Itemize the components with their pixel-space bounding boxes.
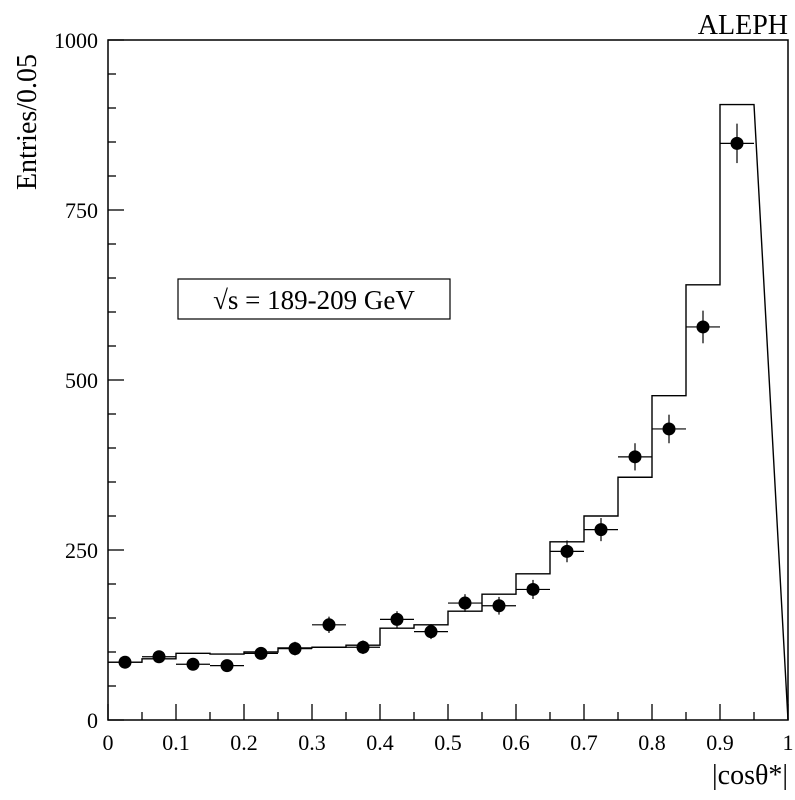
data-point <box>142 650 176 664</box>
energy-legend-box: √s = 189-209 GeV <box>177 278 451 320</box>
data-point <box>312 616 346 633</box>
data-marker <box>390 612 404 626</box>
data-marker <box>424 625 438 639</box>
histogram-step-line <box>108 103 789 721</box>
data-marker <box>186 657 200 671</box>
data-marker <box>628 450 642 464</box>
x-tick-label: 0.9 <box>706 730 734 755</box>
data-marker <box>662 422 676 436</box>
data-point <box>278 641 312 656</box>
data-point <box>380 611 414 628</box>
x-tick-label: 1 <box>783 730 794 755</box>
data-point <box>210 659 244 673</box>
y-tick-label: 1000 <box>54 28 98 53</box>
x-tick-label: 0.2 <box>230 730 258 755</box>
x-tick-label: 0.3 <box>298 730 326 755</box>
x-tick-label: 0.7 <box>570 730 598 755</box>
data-marker <box>526 582 540 596</box>
data-point <box>516 579 550 599</box>
data-point <box>720 123 754 164</box>
x-tick-label: 0.6 <box>502 730 530 755</box>
experiment-label: ALEPH <box>698 10 788 41</box>
histogram-series <box>108 103 789 721</box>
data-marker <box>492 599 506 613</box>
data-point <box>108 655 142 669</box>
data-marker <box>288 642 302 656</box>
x-axis-label: |cosθ*| <box>712 760 788 791</box>
data-point <box>550 540 584 563</box>
y-tick-label: 750 <box>65 198 98 223</box>
data-marker <box>458 596 472 610</box>
y-tick-label: 250 <box>65 538 98 563</box>
y-tick-label: 500 <box>65 368 98 393</box>
legend-frame <box>177 278 451 320</box>
y-tick-label: 0 <box>87 708 98 733</box>
legend-text: √s = 189-209 GeV <box>213 285 415 315</box>
x-axis-ticks <box>107 704 789 720</box>
data-point <box>176 657 210 671</box>
data-points-series <box>108 123 754 673</box>
data-point <box>414 624 448 640</box>
x-tick-label: 0.5 <box>434 730 462 755</box>
data-point <box>652 414 686 444</box>
data-point <box>244 646 278 660</box>
x-tick-label: 0.8 <box>638 730 666 755</box>
data-marker <box>220 659 234 673</box>
data-marker <box>152 650 166 664</box>
data-point <box>448 594 482 612</box>
y-axis-ticks <box>108 39 124 721</box>
y-axis-label: Entries/0.05 <box>12 54 43 190</box>
data-marker <box>560 544 574 558</box>
data-marker <box>730 136 744 150</box>
data-marker <box>696 320 710 334</box>
data-marker <box>322 618 336 632</box>
y-tick-labels: 0 250 500 750 1000 <box>54 28 98 733</box>
data-point <box>584 518 618 542</box>
data-point <box>346 640 380 655</box>
data-point <box>686 310 720 344</box>
data-marker <box>118 655 132 669</box>
data-marker <box>254 646 268 660</box>
x-tick-label: 0 <box>103 730 114 755</box>
data-marker <box>594 523 608 537</box>
x-tick-labels: 0 0.1 0.2 0.3 0.4 0.5 0.6 0.7 0.8 0.9 1 <box>103 730 794 755</box>
data-point <box>482 596 516 615</box>
x-tick-label: 0.4 <box>366 730 394 755</box>
data-point <box>618 443 652 471</box>
data-marker <box>356 640 370 654</box>
x-tick-label: 0.1 <box>162 730 190 755</box>
